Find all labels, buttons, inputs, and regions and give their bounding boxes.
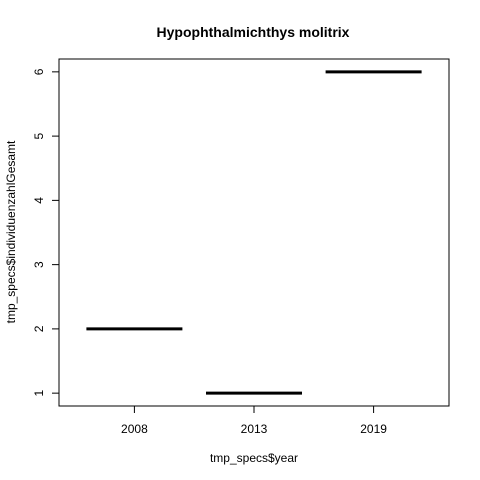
y-tick-label: 5 xyxy=(32,132,46,139)
x-tick-label: 2013 xyxy=(241,422,268,436)
x-tick-label: 2019 xyxy=(360,422,387,436)
y-axis: 1 2 3 4 5 6 xyxy=(32,68,59,396)
y-axis-label: tmp_specs$individuenzahlGesamt xyxy=(4,140,18,323)
data-marks xyxy=(86,70,422,395)
x-axis: 2008 2013 2019 xyxy=(121,406,387,436)
y-tick-label: 4 xyxy=(32,197,46,204)
y-tick-label: 6 xyxy=(32,68,46,75)
chart-title: Hypophthalmichthys molitrix xyxy=(157,24,350,40)
y-tick-label: 2 xyxy=(32,325,46,332)
x-tick-label: 2008 xyxy=(121,422,148,436)
y-tick-label: 3 xyxy=(32,261,46,268)
plot-frame xyxy=(58,58,450,407)
y-tick-label: 1 xyxy=(32,389,46,396)
x-axis-label: tmp_specs$year xyxy=(210,451,298,465)
